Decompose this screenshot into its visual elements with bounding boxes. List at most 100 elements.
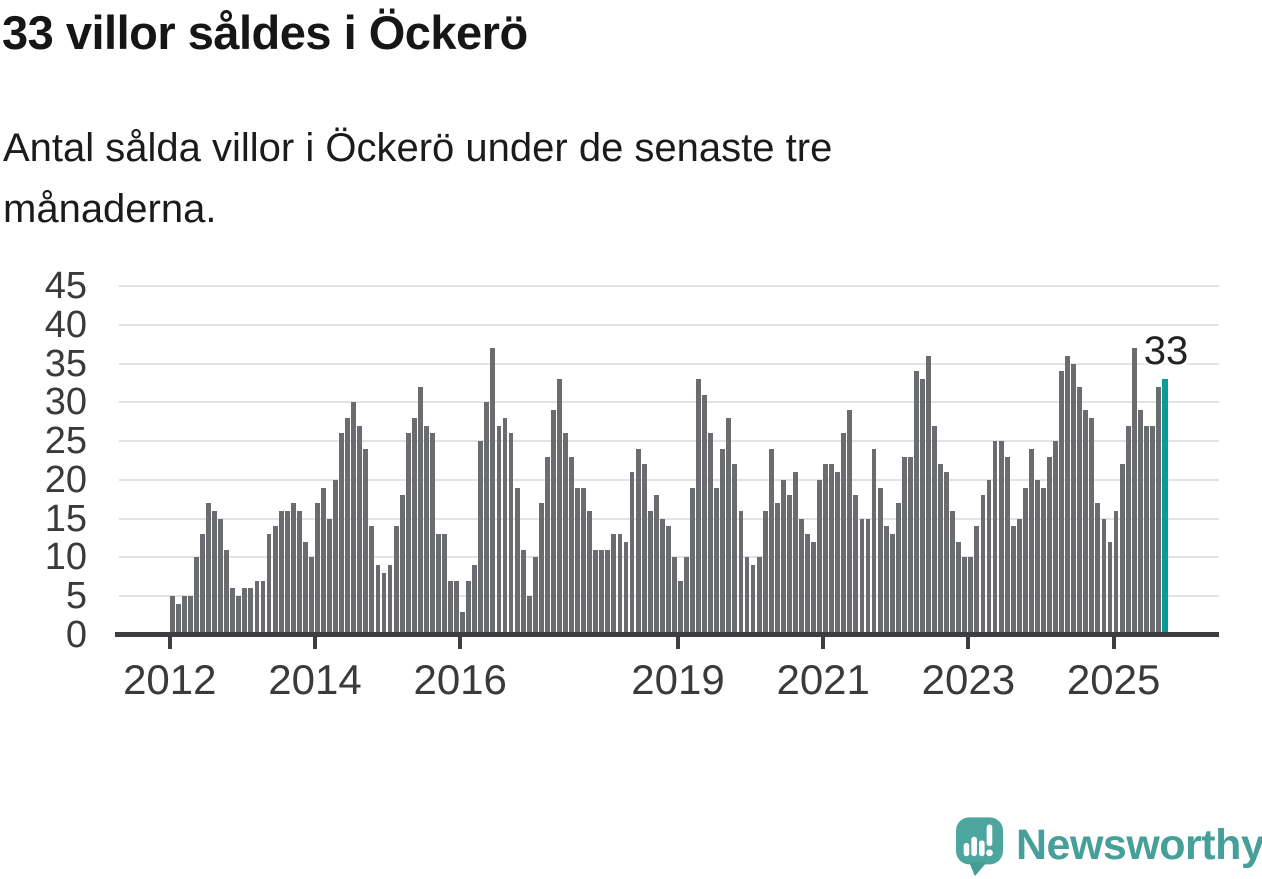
bar: [702, 394, 708, 635]
y-axis-label: 10: [44, 536, 87, 579]
bar: [1095, 503, 1101, 635]
y-axis-label: 25: [44, 420, 87, 463]
bar: [744, 557, 750, 635]
y-axis-label: 20: [44, 458, 87, 501]
bar: [623, 541, 629, 635]
bar: [417, 386, 423, 635]
bar: [944, 472, 950, 635]
bar: [629, 472, 635, 635]
last-value-label: 33: [1143, 329, 1189, 374]
bar: [1119, 464, 1125, 635]
bar: [792, 472, 798, 635]
bar: [187, 596, 193, 635]
bar: [502, 417, 508, 635]
bar: [786, 495, 792, 635]
x-axis-tick: [313, 637, 317, 649]
bar: [363, 448, 369, 635]
y-axis-label: 45: [44, 264, 87, 307]
bar: [1028, 448, 1034, 635]
bar: [665, 526, 671, 635]
chart-subtitle-line-2: månaderna.: [3, 187, 217, 231]
bar: [871, 448, 877, 635]
bar: [1041, 487, 1046, 635]
bar: [442, 534, 447, 635]
y-axis-label: 15: [44, 497, 87, 540]
bar: [1022, 487, 1028, 635]
bar: [538, 503, 544, 635]
bar: [272, 526, 278, 635]
y-axis-label: 30: [44, 381, 87, 424]
bar: [599, 549, 605, 635]
bar: [1065, 355, 1071, 635]
bar: [641, 464, 647, 635]
bar: [696, 379, 702, 635]
newsworthy-logo: Newsworthy: [956, 815, 1262, 877]
x-axis-tick: [458, 637, 463, 649]
x-axis-tick: [821, 637, 826, 649]
bar: [708, 433, 714, 635]
bar: [768, 448, 774, 635]
bar: [671, 557, 677, 635]
x-axis-label: 2023: [921, 656, 1016, 703]
bar: [992, 441, 998, 635]
bar: [466, 580, 472, 635]
x-axis-label: 2019: [631, 656, 725, 703]
bar: [290, 503, 296, 635]
chart-subtitle-line-1: Antal sålda villor i Öckerö under de sen…: [3, 126, 833, 170]
x-axis-tick: [1111, 637, 1116, 649]
bar: [998, 441, 1004, 635]
bar: [448, 580, 453, 635]
bar: [224, 549, 230, 635]
bar: [563, 433, 568, 635]
bar: [1034, 479, 1040, 635]
bar: [756, 557, 762, 635]
bar: [1131, 348, 1137, 635]
y-gridline: [119, 323, 1219, 326]
bar: [411, 417, 417, 635]
bar: [714, 487, 720, 635]
bar: [920, 379, 925, 635]
bar: [950, 510, 956, 635]
bar: [212, 510, 218, 635]
bar: [544, 456, 550, 635]
bar: [1101, 518, 1107, 635]
x-axis-label: 2016: [413, 656, 507, 703]
x-axis-label: 2025: [1066, 656, 1161, 703]
y-axis-label: 35: [44, 342, 87, 385]
bar: [369, 526, 375, 635]
bar: [1137, 410, 1143, 635]
bar: [181, 596, 187, 635]
bar: [393, 526, 399, 635]
bar: [817, 479, 823, 635]
x-axis-label: 2021: [776, 656, 870, 703]
bar: [266, 534, 272, 635]
bar: [472, 565, 478, 635]
bar: [351, 402, 357, 635]
bar: [1071, 363, 1077, 635]
x-axis-label: 2012: [123, 656, 217, 703]
bar: [175, 603, 181, 635]
bar: [1083, 410, 1089, 635]
bar: [478, 441, 484, 635]
bar: [194, 557, 199, 635]
bar: [1004, 456, 1010, 635]
bar: [1125, 425, 1131, 635]
bar: [302, 541, 308, 635]
bar: [357, 425, 363, 635]
bar: [200, 534, 205, 635]
bar: [617, 534, 623, 635]
y-axis-label: 40: [44, 303, 87, 346]
bar: [841, 433, 847, 635]
bar: [593, 549, 599, 635]
bar: [1016, 518, 1022, 635]
bar: [980, 495, 986, 635]
bar: [1149, 425, 1155, 635]
bar: [339, 433, 345, 635]
bar: [296, 510, 302, 635]
bar: [321, 487, 326, 635]
bar: [526, 596, 532, 635]
y-gridline: [119, 440, 1219, 443]
bar: [508, 433, 514, 635]
bar: [635, 448, 641, 635]
